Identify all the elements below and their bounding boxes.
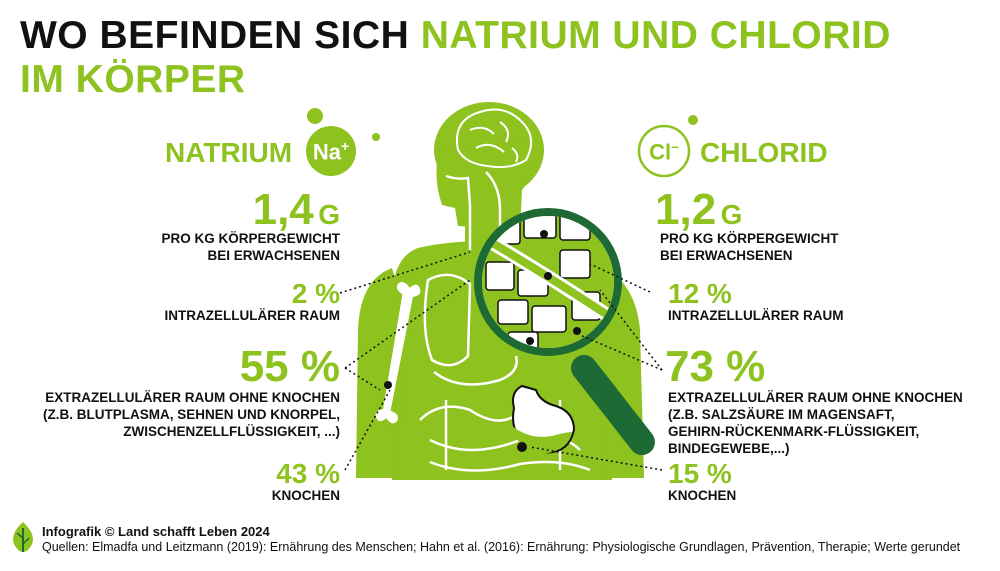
natrium-extra-label: EXTRAZELLULÄRER RAUM OHNE KNOCHEN (Z.B. … [43,390,340,439]
footer-credit: Infografik © Land schafft Leben 2024 [42,524,270,539]
chlorid-heading: CHLORID [700,137,828,168]
natrium-amount-value: 1,4 [252,185,314,234]
decor-dot [688,115,698,125]
title-part3: IM KÖRPER [20,58,246,101]
leader-lines [339,251,663,471]
natrium-symbol: Na+ [312,138,350,165]
natrium-intra-pct: 2 % [291,278,340,309]
airway-line [485,171,502,250]
decor-dot [307,108,323,124]
chlorid-extra-label: EXTRAZELLULÄRER RAUM OHNE KNOCHEN (Z.B. … [668,390,963,456]
chlorid-amount: 1,2 G [655,188,875,232]
natrium-amount-unit: G [318,199,340,230]
decor-dot [372,133,380,141]
airway-line [445,174,472,250]
chlorid-intra-pct: 12 % [668,278,732,309]
magnifier-icon [474,208,655,456]
natrium-bone-label: KNOCHEN [271,488,340,503]
bone-icon [373,279,423,426]
brain-icon [456,108,533,169]
stomach-icon [512,384,576,454]
natrium-bone-pct: 43 % [276,458,340,489]
natrium-amount-label: PRO KG KÖRPERGEWICHT BEI ERWACHSENEN [161,231,340,263]
chlorid-amount-label: PRO KG KÖRPERGEWICHT BEI ERWACHSENEN [660,231,839,263]
chlorid-intra-label: INTRAZELLULÄRER RAUM [668,308,844,323]
chlorid-symbol-badge [637,124,691,178]
page-title: WO BEFINDEN SICH NATRIUM UND CHLORID IM … [20,14,891,102]
footer-sources: Quellen: Elmadfa und Leitzmann (2019): E… [42,540,961,554]
leaf-logo-icon [13,522,33,552]
chlorid-symbol: Cl– [649,138,679,165]
title-part2: NATRIUM UND CHLORID [420,14,891,57]
chlorid-bone-pct: 15 % [668,458,732,489]
chlorid-bone-label: KNOCHEN [668,488,737,503]
natrium-intra-label: INTRAZELLULÄRER RAUM [164,308,340,323]
chlorid-extra-pct: 73 % [665,342,766,391]
natrium-amount: 1,4 G [120,188,340,232]
natrium-extra-pct: 55 % [239,342,340,391]
title-part1: WO BEFINDEN SICH [20,14,410,57]
natrium-symbol-badge [306,126,356,176]
chlorid-amount-unit: G [720,199,743,230]
natrium-heading: NATRIUM [165,137,293,168]
chlorid-amount-value: 1,2 [655,185,717,234]
